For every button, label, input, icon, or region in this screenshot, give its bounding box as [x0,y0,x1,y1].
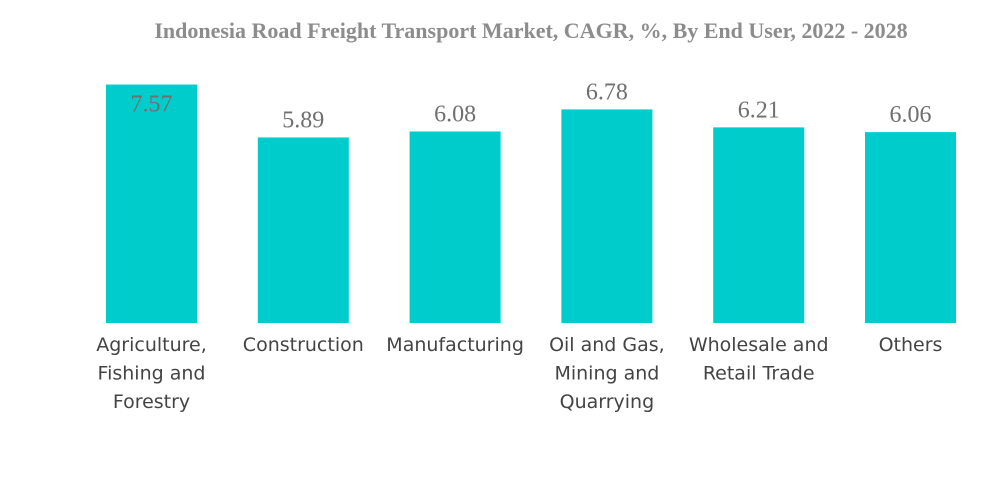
category-label-0: Agriculture, Fishing and Forestry [96,334,207,413]
bar-4 [713,127,805,323]
category-label-line: Manufacturing [386,334,524,356]
category-label-line: Forestry [113,391,190,413]
category-label-line: Wholesale and [689,334,829,356]
bar-2 [409,131,501,323]
value-label-3: 6.78 [586,79,628,105]
category-label-line: Mining and [554,363,659,385]
category-label-line: Fishing and [98,363,206,385]
bars-group: 7.57 Agriculture, Fishing and Forestry 5.89 C… [96,79,956,413]
category-label-5: Others [879,334,943,356]
category-label-line: Others [879,334,943,356]
value-label-4: 6.21 [738,97,780,123]
category-label-line: Agriculture, [96,334,207,356]
category-label-4: Wholesale and Retail Trade [689,334,829,385]
category-label-line: Retail Trade [703,363,815,385]
category-label-3: Oil and Gas, Mining and Quarrying [549,334,665,413]
value-label-5: 6.06 [890,102,932,128]
bar-1 [257,137,349,323]
value-label-1: 5.89 [282,107,324,133]
category-label-line: Quarrying [560,391,655,413]
chart-title: Indonesia Road Freight Transport Market,… [154,18,907,43]
bar-0 [106,84,197,323]
category-label-1: Construction [243,334,364,356]
bar-3 [561,109,653,324]
value-label-2: 6.08 [434,101,476,127]
bar-5 [865,132,956,323]
value-label-0: 7.57 [131,92,173,118]
category-label-2: Manufacturing [386,334,524,356]
category-label-line: Oil and Gas, [549,334,665,356]
category-label-line: Construction [243,334,364,356]
